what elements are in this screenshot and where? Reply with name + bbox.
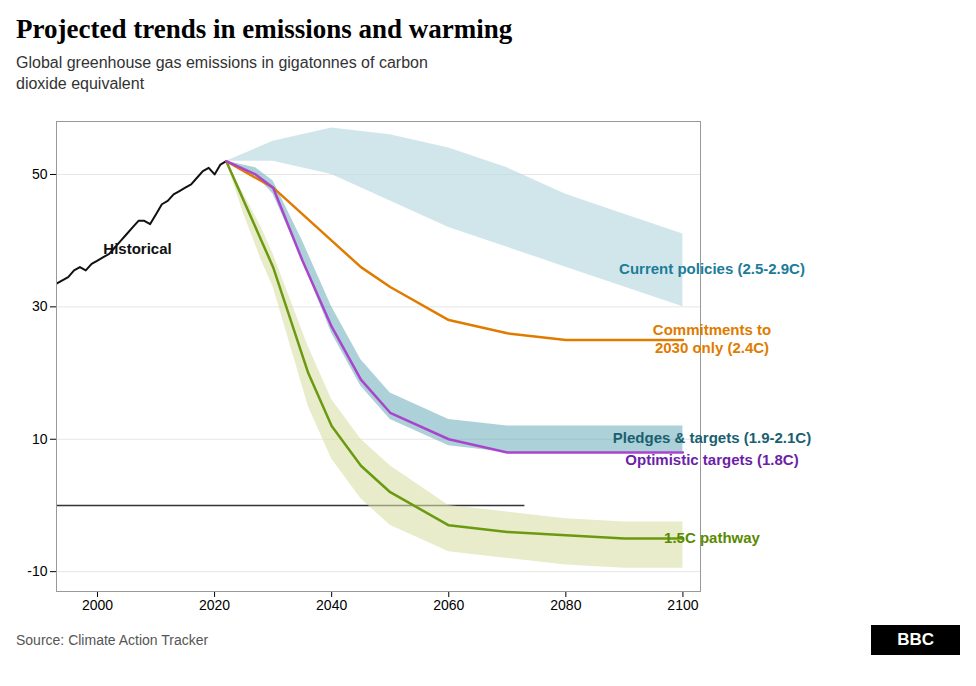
- svg-text:1.5C pathway: 1.5C pathway: [664, 528, 761, 545]
- svg-text:Historical: Historical: [103, 239, 171, 256]
- html-text:Global greenhouse gas emission: Global greenhouse gas emissions in gigat…: [16, 54, 428, 92]
- svg-text:10: 10: [32, 430, 48, 446]
- svg-text:50: 50: [32, 166, 48, 182]
- svg-text:Current policies (2.5-2.9C): Current policies (2.5-2.9C): [619, 260, 805, 277]
- svg-text:Optimistic targets (1.8C): Optimistic targets (1.8C): [625, 451, 798, 468]
- svg-text:Pledges & targets (1.9-2.1C): Pledges & targets (1.9-2.1C): [613, 429, 811, 446]
- html-text:Source: Climate Action Tracker: Source: Climate Action Tracker: [16, 631, 209, 648]
- svg-text:2100: 2100: [667, 597, 698, 613]
- svg-text:2040: 2040: [316, 597, 347, 613]
- svg-text:Commitments to2030 only (2.4C): Commitments to2030 only (2.4C): [653, 321, 771, 356]
- svg-text:2020: 2020: [199, 597, 230, 613]
- svg-text:-10: -10: [27, 563, 47, 579]
- svg-text:2000: 2000: [82, 597, 113, 613]
- html-text:BBC: BBC: [897, 629, 934, 649]
- html-text:Projected trends in emissions: Projected trends in emissions and warmin…: [16, 14, 513, 44]
- svg-text:30: 30: [32, 298, 48, 314]
- svg-text:2080: 2080: [550, 597, 581, 613]
- svg-text:2060: 2060: [433, 597, 464, 613]
